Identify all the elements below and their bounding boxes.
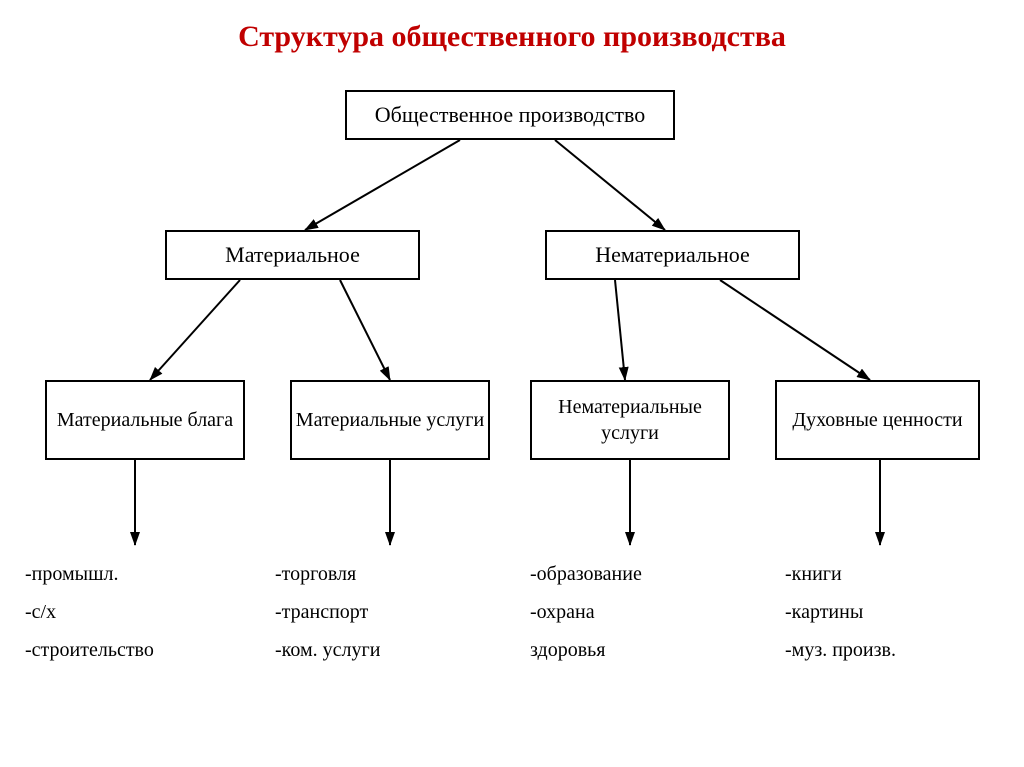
list-item: -образование	[530, 555, 642, 593]
edge-arrow	[555, 140, 665, 230]
diagram-title: Структура общественного производства	[155, 20, 869, 54]
list-item: здоровья	[530, 631, 642, 669]
node-mat: Материальное	[165, 230, 420, 280]
edge-arrow	[150, 280, 240, 380]
node-label: Материальные услуги	[296, 407, 484, 433]
list-item: -торговля	[275, 555, 380, 593]
list-item: -картины	[785, 593, 896, 631]
node-label: Духовные ценности	[792, 407, 962, 433]
list-item: -строительство	[25, 631, 154, 669]
list-item: -охрана	[530, 593, 642, 631]
edge-arrow	[305, 140, 460, 230]
node-mu: Материальные услуги	[290, 380, 490, 460]
list-4: -книги-картины-муз. произв.	[785, 555, 896, 669]
list-item: -промышл.	[25, 555, 154, 593]
list-2: -торговля-транспорт-ком. услуги	[275, 555, 380, 669]
node-root: Общественное производство	[345, 90, 675, 140]
list-3: -образование-охраназдоровья	[530, 555, 642, 669]
node-dv: Духовные ценности	[775, 380, 980, 460]
node-label: Материальные блага	[57, 407, 233, 433]
node-label: Нематериальное	[595, 241, 750, 270]
node-label: Общественное производство	[375, 101, 645, 130]
list-1: -промышл.-с/х-строительство	[25, 555, 154, 669]
list-item: -ком. услуги	[275, 631, 380, 669]
node-label: Нематериальные услуги	[532, 394, 728, 446]
list-item: -муз. произв.	[785, 631, 896, 669]
list-item: -книги	[785, 555, 896, 593]
list-item: -транспорт	[275, 593, 380, 631]
node-label: Материальное	[225, 241, 360, 270]
edge-arrow	[720, 280, 870, 380]
edge-arrow	[615, 280, 625, 380]
node-nu: Нематериальные услуги	[530, 380, 730, 460]
list-item: -с/х	[25, 593, 154, 631]
node-nemat: Нематериальное	[545, 230, 800, 280]
edge-arrow	[340, 280, 390, 380]
node-mb: Материальные блага	[45, 380, 245, 460]
